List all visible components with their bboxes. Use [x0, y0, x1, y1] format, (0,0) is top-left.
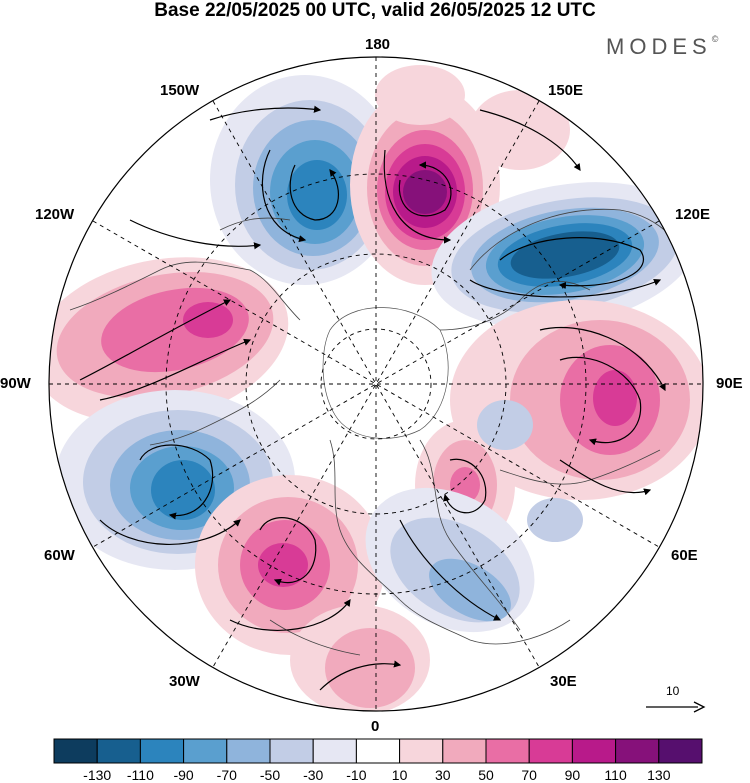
lon-label-180: 180 — [365, 36, 391, 53]
colorbar-swatch — [53, 738, 98, 764]
lon-label-120e: 120E — [675, 206, 711, 223]
lon-label-0: 0 — [371, 718, 380, 735]
colorbar-tick-label: -110 — [126, 767, 154, 783]
lon-label-90w: 90W — [0, 375, 31, 392]
colorbar-swatch — [485, 738, 530, 764]
lon-label-60w: 60W — [44, 547, 75, 564]
colorbar-tick-label: -50 — [259, 767, 281, 783]
lon-label-150w: 150W — [160, 82, 200, 99]
colorbar-tick-label: 10 — [391, 767, 408, 783]
anomaly-neg-minor-1 — [477, 400, 533, 450]
reference-vector-arrow — [646, 701, 706, 713]
colorbar-swatch — [183, 738, 228, 764]
lon-label-60e: 60E — [671, 547, 698, 564]
brand-logo: MODES© — [606, 34, 718, 60]
lon-label-90e: 90E — [716, 375, 743, 392]
colorbar-tick-label: -10 — [346, 767, 367, 783]
colorbar-tick-label: 110 — [604, 767, 627, 783]
anomaly-neg-20e — [365, 487, 535, 633]
colorbar-tick-label: -130 — [83, 767, 112, 783]
colorbar-swatch — [96, 738, 141, 764]
colorbar-swatch — [615, 738, 660, 764]
colorbar-tick-label: 50 — [478, 767, 494, 783]
colorbar-swatch — [226, 738, 271, 764]
page-title: Base 22/05/2025 00 UTC, valid 26/05/2025… — [154, 0, 596, 21]
colorbar-tick-label: 130 — [647, 767, 671, 783]
anomaly-pos-10e — [290, 605, 430, 711]
anomaly-pos-minor-2 — [470, 90, 570, 170]
graticule — [49, 57, 703, 711]
colorbar-tick-label: 70 — [521, 767, 537, 783]
colorbar-swatch — [139, 738, 185, 764]
colorbar-swatch — [269, 738, 314, 764]
lon-label-120w: 120W — [35, 206, 75, 223]
colorbar-swatch — [312, 738, 357, 764]
coastlines — [69, 208, 691, 656]
colorbar-tick-label: -90 — [173, 767, 194, 783]
colorbar-swatch — [571, 738, 617, 764]
colorbar-swatch — [658, 738, 703, 764]
arctic-region — [322, 307, 449, 439]
brand-mark: © — [711, 34, 719, 44]
anomaly-neg-minor-2 — [527, 498, 583, 542]
lon-label-150e: 150E — [548, 82, 584, 99]
brand-name: MODES — [606, 34, 712, 59]
colorbar-tick-label: 30 — [435, 767, 451, 783]
reference-vector-label: 10 — [666, 684, 680, 698]
colorbar-tick-label: 90 — [564, 767, 581, 783]
anomaly-pos-minor-1 — [375, 65, 465, 125]
colorbar-swatch — [528, 738, 573, 764]
colorbar-swatch — [399, 738, 444, 764]
anomaly-pos-80e — [450, 300, 703, 500]
streamlines — [79, 105, 666, 691]
colorbar — [53, 738, 703, 764]
lon-label-30e: 30E — [550, 673, 577, 690]
lon-label-30w: 30W — [169, 673, 200, 690]
map-boundary — [48, 56, 704, 712]
colorbar-swatch — [355, 738, 401, 764]
colorbar-tick-label: -30 — [303, 767, 324, 783]
anomaly-neg-120e — [431, 182, 699, 328]
colorbar-swatch — [442, 738, 487, 764]
colorbar-tick-label: -70 — [216, 767, 237, 783]
